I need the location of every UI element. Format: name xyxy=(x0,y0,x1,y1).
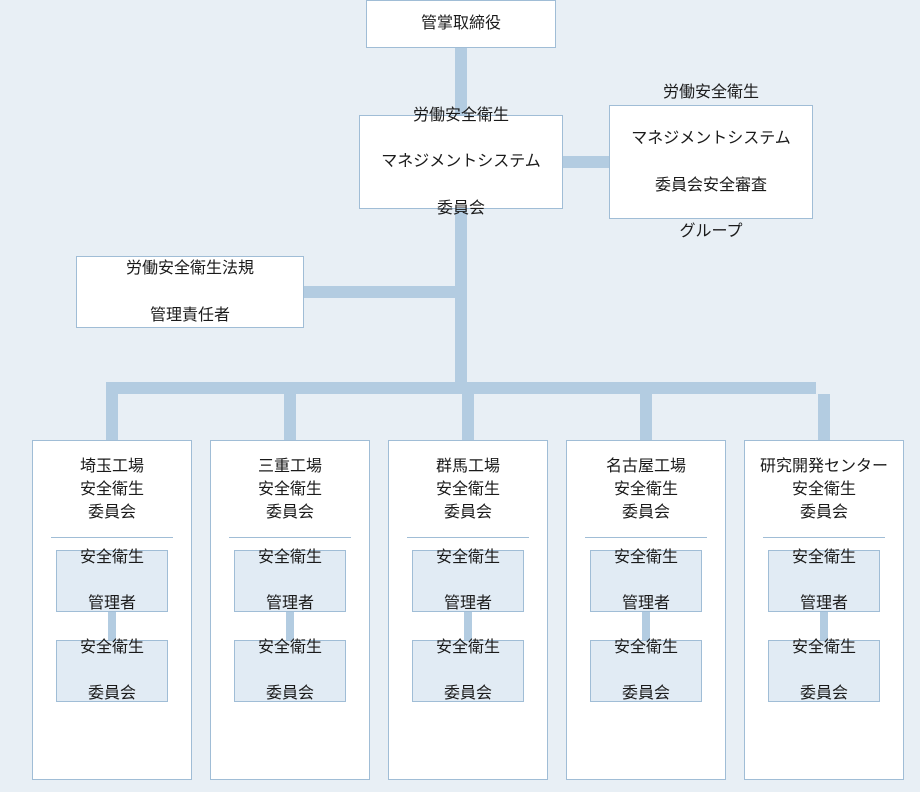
factory-box: 研究開発センター安全衛生委員会安全衛生管理者安全衛生委員会 xyxy=(744,440,904,780)
connector-factory-drop xyxy=(640,394,652,440)
connector-horizontal-bus xyxy=(106,382,816,394)
factory-title: 埼玉工場安全衛生委員会 xyxy=(43,455,181,525)
factory-box: 埼玉工場安全衛生委員会安全衛生管理者安全衛生委員会 xyxy=(32,440,192,780)
factory-safety-committee: 安全衛生委員会 xyxy=(56,640,168,702)
connector-committee-group xyxy=(563,156,609,168)
factory-box: 群馬工場安全衛生委員会安全衛生管理者安全衛生委員会 xyxy=(388,440,548,780)
node-safety-review-group: 労働安全衛生マネジメントシステム委員会安全審査グループ xyxy=(609,105,813,219)
connector-factory-drop xyxy=(462,394,474,440)
factory-safety-committee: 安全衛生委員会 xyxy=(768,640,880,702)
factory-title: 名古屋工場安全衛生委員会 xyxy=(577,455,715,525)
factory-safety-committee: 安全衛生委員会 xyxy=(412,640,524,702)
factory-divider xyxy=(229,537,351,538)
factory-box: 名古屋工場安全衛生委員会安全衛生管理者安全衛生委員会 xyxy=(566,440,726,780)
connector-factory-drop xyxy=(284,394,296,440)
factory-title: 研究開発センター安全衛生委員会 xyxy=(755,455,893,525)
factory-safety-manager: 安全衛生管理者 xyxy=(590,550,702,612)
factory-safety-committee: 安全衛生委員会 xyxy=(590,640,702,702)
factory-safety-manager: 安全衛生管理者 xyxy=(412,550,524,612)
org-chart-canvas: 管掌取締役 労働安全衛生マネジメントシステム委員会 労働安全衛生マネジメントシス… xyxy=(0,0,920,792)
factory-divider xyxy=(51,537,173,538)
node-regulation-manager: 労働安全衛生法規管理責任者 xyxy=(76,256,304,328)
factory-divider xyxy=(407,537,529,538)
connector-factory-drop xyxy=(106,394,118,440)
connector-factory-drop xyxy=(818,394,830,440)
factory-divider xyxy=(585,537,707,538)
node-safety-committee: 労働安全衛生マネジメントシステム委員会 xyxy=(359,115,563,209)
node-root-director: 管掌取締役 xyxy=(366,0,556,48)
factory-title: 群馬工場安全衛生委員会 xyxy=(399,455,537,525)
factory-box: 三重工場安全衛生委員会安全衛生管理者安全衛生委員会 xyxy=(210,440,370,780)
factory-safety-manager: 安全衛生管理者 xyxy=(234,550,346,612)
factory-divider xyxy=(763,537,885,538)
factory-safety-manager: 安全衛生管理者 xyxy=(56,550,168,612)
factory-safety-manager: 安全衛生管理者 xyxy=(768,550,880,612)
connector-trunk xyxy=(455,209,467,394)
factory-title: 三重工場安全衛生委員会 xyxy=(221,455,359,525)
factory-safety-committee: 安全衛生委員会 xyxy=(234,640,346,702)
connector-regs-branch xyxy=(304,286,455,298)
